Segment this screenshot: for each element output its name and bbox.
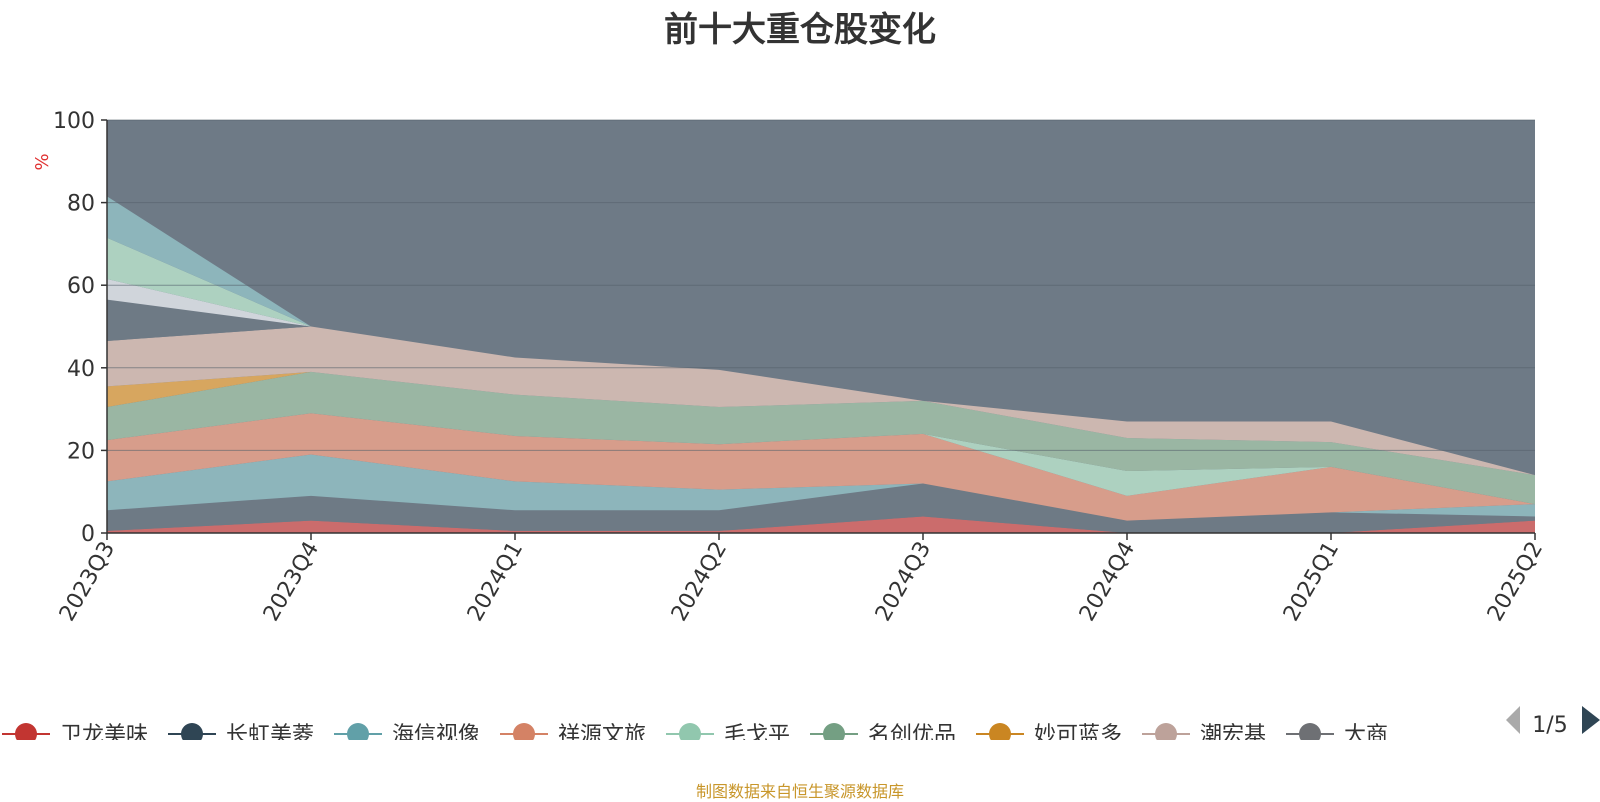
area-series-6 xyxy=(107,371,1535,505)
area-series-2 xyxy=(107,483,1535,533)
legend-marker-icon xyxy=(989,723,1011,740)
x-tick-label: 2025Q2 xyxy=(1483,538,1548,626)
legend-item-7[interactable]: 妙可蓝多 xyxy=(976,723,1122,748)
legend-marker-icon xyxy=(823,723,845,740)
legend-marker-icon xyxy=(347,723,369,740)
area-series-8 xyxy=(107,326,1535,476)
legend-page-indicator: 1/5 xyxy=(1532,713,1567,738)
area-series-4 xyxy=(107,413,1535,521)
legend-item-4[interactable]: 祥源文旅 xyxy=(500,723,646,748)
legend-label: 大商 xyxy=(1344,723,1388,748)
area-series-7 xyxy=(107,371,1535,476)
legend-item-9[interactable]: 大商 xyxy=(1286,723,1388,748)
y-tick-label: 0 xyxy=(81,522,95,547)
legend-marker-icon xyxy=(1299,723,1321,740)
legend-marker-icon xyxy=(679,723,701,740)
x-tick-label: 2024Q3 xyxy=(871,538,936,626)
legend-marker-icon xyxy=(15,723,37,740)
y-axis-label: % xyxy=(32,153,53,170)
x-tick-label: 2024Q1 xyxy=(463,538,528,626)
legend-label: 名创优品 xyxy=(868,723,956,748)
legend-label: 卫龙美味 xyxy=(60,723,148,748)
legend-next-arrow-icon[interactable] xyxy=(1582,706,1600,734)
area-series-3 xyxy=(107,454,1535,521)
legend-item-1[interactable]: 卫龙美味 xyxy=(2,723,148,748)
y-tick-label: 20 xyxy=(67,439,95,464)
legend-item-3[interactable]: 海信视像 xyxy=(334,723,480,748)
legend-item-5[interactable]: 毛戈平 xyxy=(666,723,790,748)
x-tick-label: 2023Q4 xyxy=(259,538,324,626)
legend-label: 祥源文旅 xyxy=(558,723,646,748)
legend-item-2[interactable]: 长虹美菱 xyxy=(168,723,314,748)
area-series-5 xyxy=(107,413,1535,505)
legend: 卫龙美味 长虹美菱 海信视像 祥源文旅 毛戈平 名创优品 妙可蓝多 潮宏基 大商 xyxy=(2,723,1388,748)
area-series-layer xyxy=(107,120,1535,533)
legend-label: 海信视像 xyxy=(392,723,480,748)
legend-pager: 1/5 xyxy=(1506,706,1600,738)
chart-title: 前十大重仓股变化 xyxy=(664,10,936,50)
legend-label: 毛戈平 xyxy=(724,723,790,748)
legend-marker-icon xyxy=(181,723,203,740)
area-series-1 xyxy=(107,516,1535,533)
y-tick-label: 40 xyxy=(67,357,95,382)
legend-item-8[interactable]: 潮宏基 xyxy=(1142,723,1266,748)
x-tick-label: 2025Q1 xyxy=(1279,538,1344,626)
legend-label: 潮宏基 xyxy=(1200,723,1266,748)
legend-label: 长虹美菱 xyxy=(226,723,314,748)
legend-marker-icon xyxy=(513,723,535,740)
legend-marker-icon xyxy=(1155,723,1177,740)
legend-label: 妙可蓝多 xyxy=(1034,723,1122,748)
source-note: 制图数据来自恒生聚源数据库 xyxy=(695,782,904,801)
x-tick-label: 2024Q2 xyxy=(667,538,732,626)
x-tick-label: 2024Q4 xyxy=(1075,538,1140,626)
y-tick-label: 60 xyxy=(67,274,95,299)
x-tick-label: 2023Q3 xyxy=(55,538,120,626)
legend-item-6[interactable]: 名创优品 xyxy=(810,723,956,748)
y-tick-label: 80 xyxy=(67,192,95,217)
y-tick-label: 100 xyxy=(53,109,95,134)
legend-prev-arrow-icon[interactable] xyxy=(1506,706,1520,734)
